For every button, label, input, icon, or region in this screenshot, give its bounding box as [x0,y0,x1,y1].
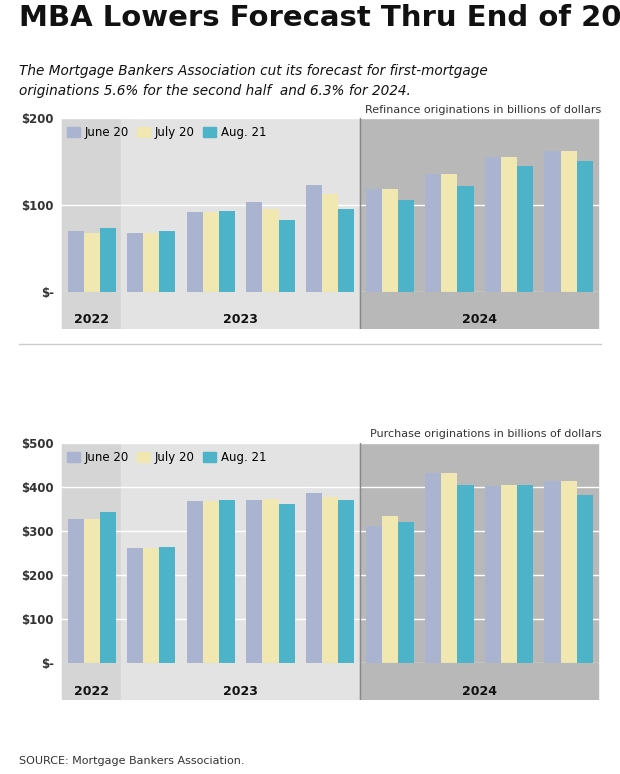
Bar [159,231,175,292]
Bar [360,663,598,700]
Bar [544,481,560,663]
Bar [458,485,474,663]
Bar [485,486,501,663]
Bar [187,501,203,663]
Bar [219,211,235,292]
Bar [425,174,441,292]
Bar [360,443,598,663]
Bar [122,663,360,700]
Text: 2022: 2022 [74,313,109,326]
Bar [382,515,398,663]
Text: 2022: 2022 [74,685,109,697]
Bar [306,494,322,663]
Bar [122,443,360,663]
Bar [62,292,122,329]
Bar [338,209,354,292]
Bar [278,220,294,292]
Bar [100,228,116,292]
Bar [360,292,598,329]
Bar [501,157,517,292]
Bar [62,118,122,292]
Bar [425,473,441,663]
Bar [517,166,533,292]
Bar [517,485,533,663]
Bar [143,234,159,292]
Bar [122,118,360,292]
Text: Refinance originations in billions of dollars: Refinance originations in billions of do… [365,105,601,115]
Bar [360,118,598,292]
Text: 2024: 2024 [462,685,497,697]
Legend: June 20, July 20, Aug. 21: June 20, July 20, Aug. 21 [65,124,269,142]
Bar [143,548,159,663]
Bar [382,189,398,292]
Bar [560,151,577,292]
Bar [68,231,84,292]
Bar [203,211,219,292]
Bar [441,174,458,292]
Bar [366,189,382,292]
Bar [84,519,100,663]
Bar [159,547,175,663]
Bar [62,663,122,700]
Text: The Mortgage Bankers Association cut its forecast for first-mortgage
origination: The Mortgage Bankers Association cut its… [19,64,487,98]
Text: Purchase originations in billions of dollars: Purchase originations in billions of dol… [370,430,601,440]
Bar [278,505,294,663]
Bar [560,481,577,663]
Bar [62,443,122,663]
Bar [441,473,458,663]
Text: SOURCE: Mortgage Bankers Association.: SOURCE: Mortgage Bankers Association. [19,756,244,766]
Bar [322,194,338,292]
Bar [306,185,322,292]
Bar [458,186,474,292]
Bar [246,500,262,663]
Bar [219,500,235,663]
Bar [122,292,360,329]
Bar [262,209,278,292]
Bar [485,157,501,292]
Bar [187,211,203,292]
Bar [338,500,354,663]
Bar [577,161,593,292]
Bar [501,485,517,663]
Bar [127,232,143,292]
Bar [577,495,593,663]
Bar [84,232,100,292]
Bar [366,526,382,663]
Bar [398,522,414,663]
Bar [127,548,143,663]
Text: 2023: 2023 [223,313,258,326]
Bar [262,499,278,663]
Bar [544,151,560,292]
Bar [322,497,338,663]
Bar [398,200,414,292]
Bar [68,519,84,663]
Bar [203,501,219,663]
Bar [246,202,262,292]
Legend: June 20, July 20, Aug. 21: June 20, July 20, Aug. 21 [65,449,269,467]
Text: MBA Lowers Forecast Thru End of 2024: MBA Lowers Forecast Thru End of 2024 [19,4,620,32]
Bar [100,512,116,663]
Text: 2023: 2023 [223,685,258,697]
Text: 2024: 2024 [462,313,497,326]
